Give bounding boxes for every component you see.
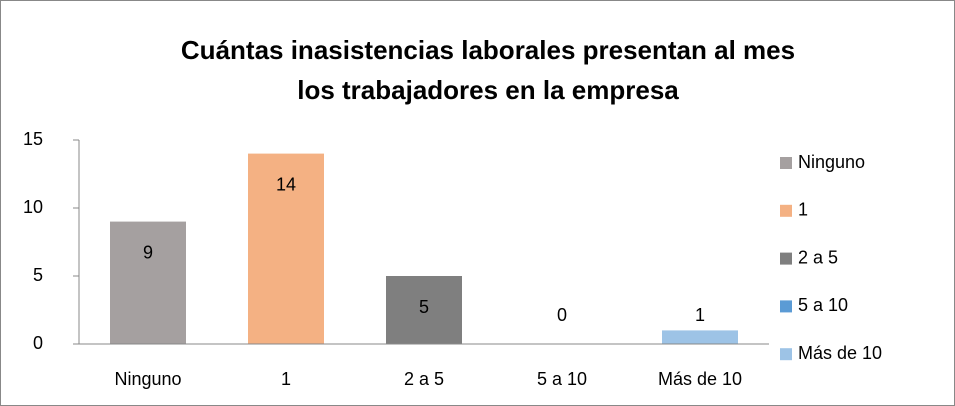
chart-title: Cuántas inasistencias laborales presenta…: [181, 35, 795, 65]
y-tick-label: 0: [33, 333, 43, 353]
y-tick-label: 5: [33, 265, 43, 285]
legend-label: 5 a 10: [798, 295, 848, 315]
bar: [110, 221, 186, 344]
legend-label: Ninguno: [798, 152, 865, 172]
y-tick-label: 10: [23, 197, 43, 217]
x-tick-label: 1: [281, 369, 291, 389]
data-label: 5: [419, 297, 429, 317]
chart-title: los trabajadores en la empresa: [297, 75, 679, 105]
legend-swatch: [780, 204, 792, 217]
legend-swatch: [780, 300, 792, 313]
x-tick-label: 2 a 5: [404, 369, 444, 389]
bar: [386, 276, 462, 344]
x-tick-label: 5 a 10: [537, 369, 587, 389]
legend-swatch: [780, 252, 792, 265]
x-tick-label: Más de 10: [658, 369, 742, 389]
data-label: 1: [695, 305, 705, 325]
y-tick-label: 15: [23, 129, 43, 149]
bar: [662, 330, 738, 344]
x-tick-label: Ninguno: [114, 369, 181, 389]
data-label: 14: [276, 174, 296, 194]
legend-swatch: [780, 157, 792, 169]
legend-label: Más de 10: [798, 343, 882, 363]
legend-label: 2 a 5: [798, 247, 838, 267]
legend-swatch: [780, 348, 792, 361]
data-label: 9: [143, 242, 153, 262]
legend-label: 1: [798, 200, 808, 220]
data-label: 0: [557, 305, 567, 325]
bar: [248, 153, 324, 344]
